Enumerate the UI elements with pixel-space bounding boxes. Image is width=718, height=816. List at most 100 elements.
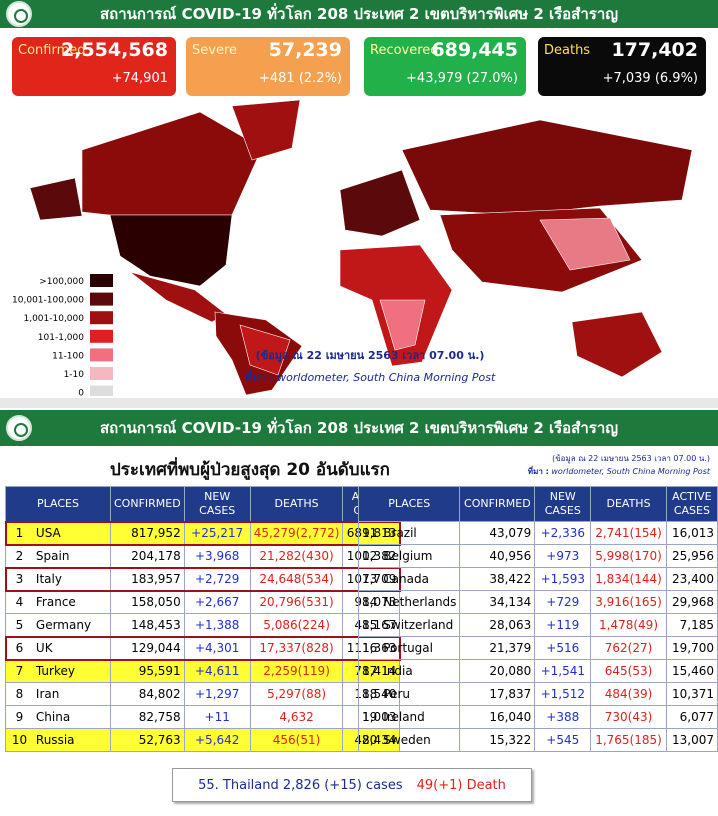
- brazil: [239, 324, 291, 376]
- cell: 183,957: [110, 567, 185, 591]
- cell: 5,297(88): [249, 682, 344, 706]
- table-row: 6 UK 129,044 +4,301 17,337(828) 111,363: [4, 635, 401, 661]
- table-row: 11 Brazil 43,079 +2,336 2,741(154) 16,013: [358, 521, 718, 545]
- stat-value: 177,402: [611, 39, 698, 61]
- table-row: 13 Canada 38,422 +1,593 1,834(144) 23,400: [358, 567, 718, 591]
- cell: 21,379: [459, 636, 536, 660]
- usa: [109, 214, 233, 287]
- cell: 17,337(828): [249, 636, 344, 660]
- column-header: ACTIVE CASES: [665, 486, 718, 522]
- cell: 84,802: [110, 682, 185, 706]
- table-row: 9 China 82,758 +11 4,632 1,003: [4, 705, 401, 729]
- cell: 4,632: [249, 705, 344, 729]
- map-source: ที่มา : worldometer, South China Morning…: [245, 369, 496, 384]
- cell: USA: [32, 521, 111, 545]
- column-header: CONFIRMED: [110, 486, 185, 522]
- cell: China: [32, 705, 111, 729]
- stat-box: Deaths 177,402 +7,039 (6.9%): [538, 37, 706, 96]
- cell: 21,282(430): [249, 544, 344, 568]
- world-map: >100,000 10,001-100,000 1,001-10,000 101-1,…: [12, 100, 693, 396]
- cell: +388: [534, 705, 592, 729]
- cell: 5,998(170): [590, 544, 667, 568]
- stat-value: 2,554,568: [61, 39, 168, 61]
- cell: 9: [4, 705, 33, 729]
- header: สถานการณ์ COVID-19 ทั่วโลก 208 ประเทศ 2 …: [0, 0, 718, 28]
- cell: Canada: [380, 567, 461, 591]
- source-label: ที่มา :: [527, 467, 549, 476]
- cell: 25,956: [665, 544, 718, 568]
- africa-south: [379, 299, 426, 351]
- legend-label: >100,000: [39, 277, 84, 287]
- cell: 7: [4, 659, 33, 683]
- legend-swatch: [90, 292, 113, 306]
- stat-change: +43,979 (27.0%): [406, 71, 518, 86]
- legend-label: 101-1,000: [38, 333, 84, 343]
- cell: 43,079: [459, 521, 536, 545]
- cell: 730(43): [590, 705, 667, 729]
- cell: Belgium: [380, 544, 461, 568]
- greenland: [231, 100, 301, 161]
- cell: 8: [4, 682, 33, 706]
- table-row: 7 Turkey 95,591 +4,611 2,259(119) 78,414: [4, 659, 401, 683]
- cell: India: [380, 659, 461, 683]
- cell: 204,178: [110, 544, 185, 568]
- cell: 23,400: [665, 567, 718, 591]
- cell: Germany: [32, 613, 111, 637]
- legend-swatch: [90, 329, 113, 343]
- cell: 1: [4, 521, 33, 545]
- stat-change: +7,039 (6.9%): [602, 71, 698, 86]
- legend-swatch: [90, 385, 113, 396]
- source: worldometer, South China Morning Post: [551, 467, 710, 476]
- cell: +25,217: [183, 521, 251, 545]
- cell: 15,322: [459, 728, 536, 752]
- header-title: สถานการณ์ COVID-19 ทั่วโลก 208 ประเทศ 2 …: [99, 5, 619, 23]
- cell: 34,134: [459, 590, 536, 614]
- table-row: 18 Peru 17,837 +1,512 484(39) 10,371: [358, 682, 718, 706]
- stat-label: Recovered: [370, 43, 439, 58]
- logo: [6, 1, 32, 27]
- legend-swatch: [90, 274, 113, 287]
- column-header: CONFIRMED: [459, 486, 536, 522]
- cell: France: [32, 590, 111, 614]
- europe: [339, 169, 421, 237]
- cell: 2: [4, 544, 33, 568]
- cell: 18: [358, 682, 381, 706]
- cell: 17: [358, 659, 381, 683]
- cell: 95,591: [110, 659, 185, 683]
- cell: 1,478(49): [590, 613, 667, 637]
- cell: 16,040: [459, 705, 536, 729]
- cell: 3,916(165): [590, 590, 667, 614]
- cell: 12: [358, 544, 381, 568]
- cell: +973: [534, 544, 592, 568]
- separator: [0, 398, 718, 408]
- cell: +516: [534, 636, 592, 660]
- cell: +119: [534, 613, 592, 637]
- legend-label: 0: [78, 389, 84, 396]
- cell: 40,956: [459, 544, 536, 568]
- cell: 148,453: [110, 613, 185, 637]
- column-header: PLACES: [5, 486, 111, 522]
- cell: +2,729: [183, 567, 251, 591]
- column-header: NEW CASES: [534, 486, 592, 522]
- cell: Italy: [32, 567, 111, 591]
- cell: Portugal: [380, 636, 461, 660]
- legend-swatch: [90, 348, 113, 362]
- cell: Peru: [380, 682, 461, 706]
- section-header: สถานการณ์ COVID-19 ทั่วโลก 208 ประเทศ 2 …: [0, 410, 718, 446]
- thailand-deaths: 49(+1) Death: [416, 777, 506, 793]
- cell: 19,700: [665, 636, 718, 660]
- cell: 817,952: [110, 521, 185, 545]
- column-header: DEATHS: [249, 486, 344, 522]
- canada: [81, 111, 263, 216]
- cell: 16: [358, 636, 381, 660]
- cell: Turkey: [32, 659, 111, 683]
- table-row: 8 Iran 84,802 +1,297 5,297(88) 18,540: [4, 682, 401, 706]
- cell: +2,667: [183, 590, 251, 614]
- thailand-cases: 55. Thailand 2,826 (+15) cases: [198, 777, 403, 793]
- china: [539, 217, 631, 271]
- table-row: 1 USA 817,952 +25,217 45,279(2,772) 689,813: [4, 520, 401, 546]
- table-row: 2 Spain 204,178 +3,968 21,282(430) 100,382: [4, 544, 401, 568]
- cell: Russia: [32, 728, 111, 752]
- cell: 16,013: [665, 521, 718, 545]
- map-note: (ข้อมูล ณ 22 เมษายน 2563 เวลา 07.00 น.): [256, 349, 485, 363]
